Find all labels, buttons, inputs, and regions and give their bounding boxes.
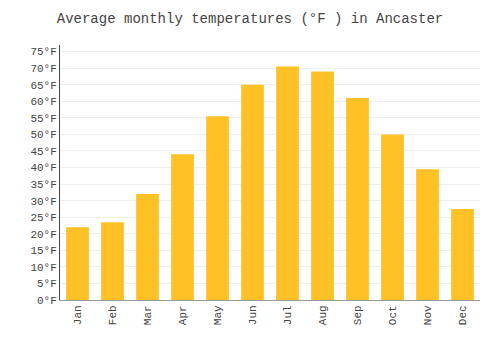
svg-text:Mar: Mar [142,305,154,325]
svg-text:Jul: Jul [282,305,294,325]
svg-text:65°F: 65°F [30,80,56,92]
svg-text:Aug: Aug [317,305,329,325]
svg-text:5°F: 5°F [37,278,57,290]
svg-text:50°F: 50°F [30,129,56,141]
svg-text:60°F: 60°F [30,96,56,108]
svg-text:30°F: 30°F [30,196,56,208]
svg-text:Jan: Jan [72,305,84,325]
svg-text:Feb: Feb [107,305,119,325]
svg-text:Nov: Nov [422,305,434,325]
svg-text:Jun: Jun [247,305,259,325]
svg-text:40°F: 40°F [30,162,56,174]
svg-text:25°F: 25°F [30,212,56,224]
svg-text:Dec: Dec [457,305,469,325]
svg-text:35°F: 35°F [30,179,56,191]
svg-text:Average monthly temperatures (: Average monthly temperatures (°F ) in An… [57,11,443,27]
svg-text:70°F: 70°F [30,63,56,75]
svg-text:0°F: 0°F [37,295,57,307]
svg-text:55°F: 55°F [30,113,56,125]
svg-text:15°F: 15°F [30,245,56,257]
svg-text:20°F: 20°F [30,229,56,241]
svg-text:Sep: Sep [352,305,364,325]
svg-text:Apr: Apr [177,305,189,325]
svg-text:Oct: Oct [387,305,399,325]
svg-text:10°F: 10°F [30,262,56,274]
svg-text:75°F: 75°F [30,46,56,58]
svg-text:45°F: 45°F [30,146,56,158]
svg-text:May: May [212,305,224,325]
